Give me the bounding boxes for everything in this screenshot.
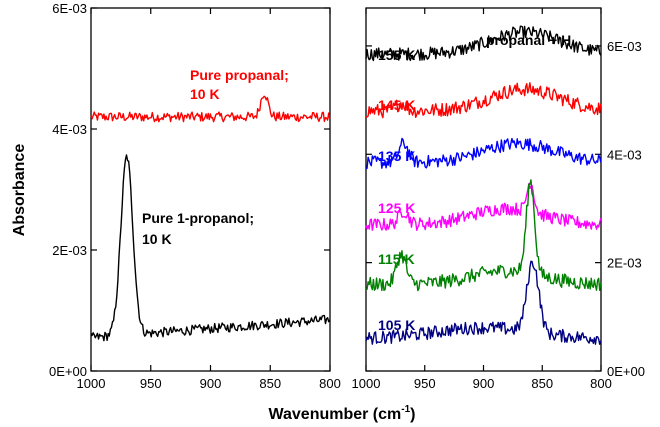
x-tick-label: 1000	[352, 376, 381, 391]
y-tick-label: 0E+00	[49, 364, 87, 379]
series-label-145-k: 145 K	[378, 97, 415, 113]
series-label-125-k: 125 K	[378, 200, 415, 216]
series-label-105-k: 105 K	[378, 317, 415, 333]
left-ticks: 1000 950 900 850 800 0E+00 2E-03 4E-03 6E-03	[49, 1, 341, 391]
series-125-k-line	[365, 182, 602, 231]
x-tick-label: 850	[531, 376, 553, 391]
y-tick-label: 4E-03	[607, 147, 642, 162]
x-axis-title-superscript: -1	[401, 404, 410, 415]
y-tick-label: 6E-03	[52, 1, 87, 16]
series-155-k-line	[365, 25, 602, 62]
y-tick-label: 2E-03	[607, 256, 642, 271]
y-tick-label: 4E-03	[52, 122, 87, 137]
x-tick-label: 800	[319, 376, 341, 391]
y-tick-label: 6E-03	[607, 39, 642, 54]
x-tick-label: 1000	[77, 376, 106, 391]
x-axis-title-close: )	[410, 406, 415, 423]
left-series	[90, 95, 331, 342]
annotation-pure-propanal-line1: Pure propanal;	[190, 67, 289, 83]
series-145-k-line	[365, 82, 602, 119]
series-0-line	[90, 95, 331, 123]
x-tick-label: 850	[259, 376, 281, 391]
right-series	[365, 25, 602, 345]
series-label-135-k: 135 K	[378, 148, 415, 164]
series-105-k-line	[365, 260, 602, 345]
series-1-line	[90, 154, 331, 342]
left-plot-frame	[90, 7, 331, 372]
series-labels: 155 K 145 K 135 K 125 K 115 K 105 K	[378, 47, 415, 333]
x-axis-title: Wavenumber (cm-1)	[268, 404, 415, 423]
y-tick-label: 0E+00	[607, 364, 645, 379]
x-tick-label: 950	[140, 376, 162, 391]
x-tick-label: 800	[590, 376, 612, 391]
x-tick-label: 900	[200, 376, 222, 391]
y-axis-title: Absorbance	[11, 144, 28, 237]
x-axis-title-main: Wavenumber (cm	[268, 406, 401, 423]
x-tick-label: 900	[473, 376, 495, 391]
series-label-155-k: 155 K	[378, 47, 415, 63]
left-panel: 1000 950 900 850 800 0E+00 2E-03 4E-03 6E-03 Pur…	[11, 1, 341, 391]
x-tick-label: 950	[414, 376, 436, 391]
series-label-115-k: 115 K	[378, 251, 415, 267]
legend-title: propanal + H	[486, 32, 571, 48]
annotation-pure-propanol-line1: Pure 1-propanol;	[142, 210, 254, 226]
series-115-k-line	[365, 179, 602, 292]
annotation-pure-propanol-line2: 10 K	[142, 231, 172, 247]
y-tick-label: 2E-03	[52, 243, 87, 258]
annotation-pure-propanal-line2: 10 K	[190, 86, 220, 102]
series-135-k-line	[365, 137, 602, 170]
